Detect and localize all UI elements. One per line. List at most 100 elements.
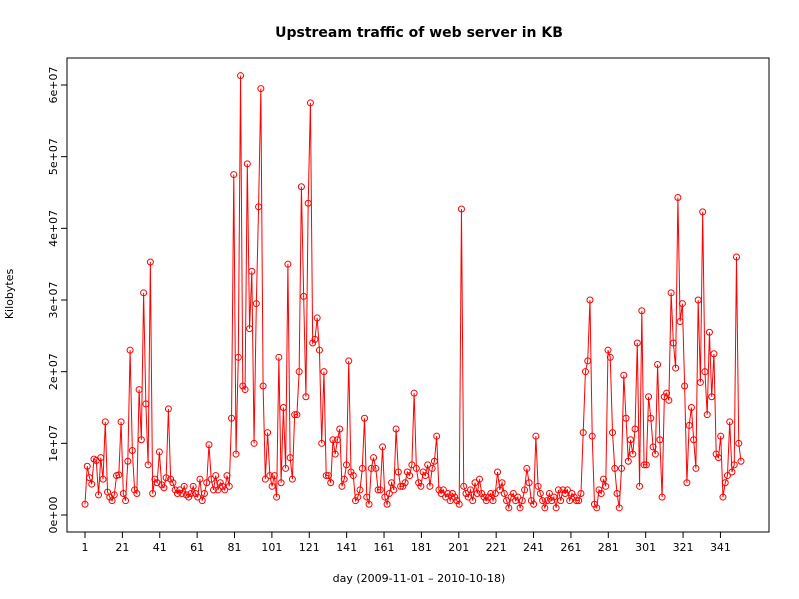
data-point	[534, 482, 542, 490]
data-point	[478, 490, 486, 497]
x-tick-label: 161	[374, 541, 395, 554]
data-point	[649, 443, 657, 451]
y-axis-label: Kilobytes	[3, 269, 16, 320]
data-point	[453, 497, 461, 505]
data-point	[385, 490, 393, 497]
data-point	[647, 414, 655, 422]
data-point	[552, 504, 560, 512]
data-point	[719, 493, 727, 501]
data-point	[194, 493, 202, 501]
data-point	[320, 368, 328, 376]
data-point	[140, 289, 148, 297]
data-point	[712, 450, 720, 458]
data-point	[532, 432, 540, 440]
data-point	[273, 493, 281, 501]
data-point	[379, 443, 387, 451]
data-point	[521, 486, 529, 494]
data-point	[430, 457, 438, 465]
data-point	[331, 450, 339, 458]
data-point	[365, 500, 373, 508]
data-point	[708, 393, 716, 401]
series-line	[84, 75, 742, 510]
data-point	[313, 314, 321, 322]
data-point	[674, 194, 682, 202]
data-point	[361, 414, 369, 422]
data-point	[618, 464, 626, 472]
data-point	[663, 389, 671, 397]
data-point	[442, 493, 450, 501]
y-tick-label: 2e+07	[47, 353, 60, 390]
data-point	[696, 378, 704, 386]
data-point	[119, 490, 127, 497]
data-point	[550, 493, 558, 501]
data-point	[358, 464, 366, 472]
data-point	[124, 457, 132, 465]
data-point	[541, 504, 549, 512]
data-point	[99, 475, 107, 483]
data-point	[408, 461, 416, 469]
data-point	[446, 497, 454, 505]
data-point	[687, 404, 695, 411]
data-point	[173, 490, 181, 497]
data-point	[142, 400, 150, 408]
data-point	[503, 497, 511, 505]
data-point	[117, 418, 125, 426]
data-point	[207, 475, 215, 483]
data-point	[581, 368, 589, 376]
y-tick-label: 5e+07	[47, 138, 60, 175]
data-point	[187, 490, 195, 497]
data-point	[451, 493, 459, 501]
data-point	[471, 479, 479, 487]
data-point	[345, 357, 353, 365]
data-point	[250, 439, 258, 447]
data-point	[518, 497, 526, 505]
data-point	[205, 441, 213, 449]
data-point	[171, 486, 179, 494]
data-point	[370, 454, 378, 462]
data-point	[381, 493, 389, 501]
data-point	[286, 454, 294, 462]
series-upstream	[81, 72, 745, 512]
data-point	[241, 386, 249, 394]
data-point	[559, 486, 567, 494]
data-point	[717, 432, 725, 440]
data-point	[627, 436, 635, 444]
data-point	[155, 448, 163, 456]
data-point	[354, 493, 362, 501]
x-tick-label: 181	[411, 541, 432, 554]
data-point	[153, 479, 161, 487]
data-point	[629, 450, 637, 458]
data-point	[266, 472, 274, 480]
data-point	[705, 328, 713, 336]
data-point	[318, 439, 326, 447]
data-point	[683, 479, 691, 487]
data-point	[672, 364, 680, 372]
data-point	[306, 99, 314, 107]
data-point	[135, 386, 143, 394]
data-point	[602, 482, 610, 490]
x-tick-label: 61	[190, 541, 204, 554]
data-point	[536, 490, 544, 497]
data-point	[599, 475, 607, 483]
data-point	[191, 490, 199, 497]
x-tick-label: 101	[261, 541, 282, 554]
data-point	[291, 411, 299, 419]
data-point	[512, 497, 520, 505]
data-point	[584, 357, 592, 365]
data-point	[527, 497, 535, 505]
data-point	[356, 486, 364, 494]
data-point	[694, 296, 702, 304]
data-point	[721, 479, 729, 487]
y-tick-label: 3e+07	[47, 282, 60, 319]
data-point	[604, 346, 612, 354]
x-tick-label: 1	[82, 541, 89, 554]
data-point	[557, 497, 565, 505]
data-point	[667, 289, 675, 297]
data-point	[491, 490, 499, 497]
data-point	[209, 486, 217, 494]
data-point	[710, 350, 718, 358]
data-point	[690, 436, 698, 444]
data-point	[115, 471, 123, 479]
data-point	[343, 461, 350, 469]
plot-frame	[66, 57, 770, 533]
